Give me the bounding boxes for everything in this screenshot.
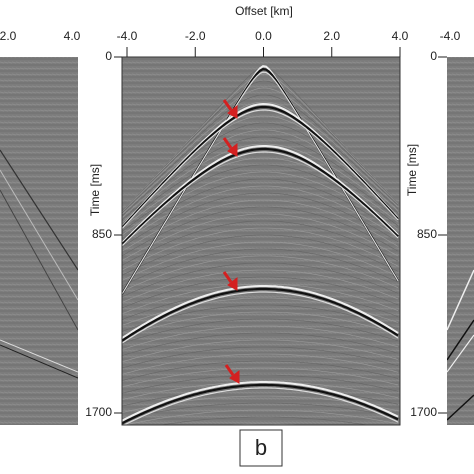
- panel-label-box: [239, 429, 283, 467]
- event: [122, 262, 399, 298]
- y-tick-label: 0: [105, 49, 112, 63]
- x-tick-label: 2.0: [0, 29, 17, 43]
- event: [122, 387, 399, 425]
- event: [122, 402, 399, 420]
- event: [122, 147, 399, 246]
- event: [122, 206, 399, 257]
- center-events: [122, 65, 399, 425]
- event: [122, 101, 399, 213]
- event: [122, 241, 399, 281]
- event: [122, 192, 399, 248]
- event: [122, 105, 399, 229]
- event: [122, 71, 399, 295]
- left-events: [0, 149, 78, 379]
- y-axis-label: Time [ms]: [88, 164, 102, 216]
- event: [122, 234, 399, 276]
- x-axis-label: Offset [km]: [235, 4, 293, 18]
- x-tick-label: 2.0: [323, 29, 340, 43]
- event: [122, 291, 399, 344]
- arrows: [222, 99, 240, 384]
- event: [122, 109, 399, 230]
- event: [122, 150, 399, 226]
- event: [122, 304, 399, 332]
- x-tick-label: -4.0: [117, 29, 138, 43]
- event: [122, 285, 399, 340]
- event: [122, 220, 399, 266]
- event: [122, 381, 399, 422]
- event: [122, 227, 399, 271]
- event: [122, 290, 399, 320]
- left-panel-image: [0, 57, 78, 425]
- arrow-shaft: [222, 271, 233, 283]
- y-tick-label: 850: [92, 227, 112, 241]
- event: [122, 287, 399, 342]
- event: [122, 145, 399, 244]
- arrow-shaft: [222, 137, 233, 149]
- right-panel-image: [447, 57, 474, 425]
- event: [122, 87, 399, 212]
- event: [122, 108, 399, 214]
- event: [122, 332, 399, 356]
- event: [122, 255, 399, 292]
- event: [122, 248, 399, 287]
- y-tick-label: 0: [430, 49, 437, 63]
- arrow-head: [229, 369, 240, 384]
- event: [122, 151, 399, 247]
- event: [122, 383, 399, 425]
- panel-label: b: [255, 435, 267, 460]
- event: [122, 283, 399, 314]
- x-tick-label: 0.0: [255, 29, 272, 43]
- event: [122, 311, 399, 338]
- event: [122, 318, 399, 344]
- event: [122, 374, 399, 394]
- arrow-head: [227, 104, 238, 119]
- event: [122, 94, 399, 212]
- event: [122, 157, 399, 229]
- event: [122, 80, 399, 212]
- y-axis-label: Time [ms]: [405, 144, 419, 196]
- x-tick-label: -2.0: [185, 29, 206, 43]
- event: [122, 367, 399, 388]
- event: [122, 185, 399, 244]
- right-events: [447, 269, 474, 421]
- event: [122, 269, 399, 303]
- event: [122, 213, 399, 261]
- event: [122, 136, 399, 221]
- event: [222, 423, 307, 425]
- event: [122, 276, 399, 309]
- event: [122, 143, 399, 223]
- event: [122, 360, 399, 381]
- arrow-shaft: [222, 99, 233, 111]
- event: [122, 171, 399, 236]
- x-tick-label: 4.0: [392, 29, 409, 43]
- arrow-shaft: [224, 364, 235, 376]
- arrow-head: [227, 276, 238, 291]
- event: [122, 339, 399, 363]
- x-tick-label: 4.0: [64, 29, 81, 43]
- arrow-head: [227, 142, 238, 157]
- event: [122, 325, 399, 350]
- y-tick-label: 850: [417, 227, 437, 241]
- center-frame: [121, 56, 401, 426]
- event: [122, 346, 399, 369]
- event: [122, 115, 399, 215]
- event: [122, 409, 399, 425]
- event: [122, 199, 399, 252]
- x-tick-label: -4.0: [440, 29, 461, 43]
- y-tick-label: 1700: [85, 405, 112, 419]
- event: [159, 416, 369, 425]
- event: [122, 388, 399, 407]
- y-tick-label: 1700: [410, 405, 437, 419]
- event: [122, 353, 399, 375]
